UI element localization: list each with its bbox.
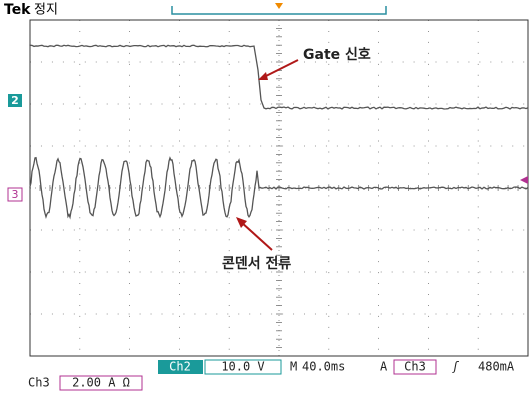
ch3-scale: 2.00 A Ω [72,376,130,390]
ch2-label: Ch2 [169,360,191,374]
ch2-marker: 2 [11,94,19,107]
ch2-scale: 10.0 V [221,360,264,374]
background [0,0,531,393]
ch3-label: Ch3 [28,376,50,390]
acq-state: 정지 [34,3,58,18]
time-prefix: M [290,360,297,374]
trigger-channel: Ch3 [404,360,426,374]
trigger-prefix: A [380,360,388,374]
brand: Tek [4,2,31,18]
scope-screen: Tek 정지 2 3 Gate 신호 콘덴서 전류 Ch2 10.0 V M 4… [0,0,531,393]
time-scale: 40.0ms [302,360,345,374]
trigger-level: 480mA [478,360,515,374]
gate-label: Gate 신호 [303,47,371,63]
ch3-marker: 3 [12,188,19,201]
current-label: 콘덴서 전류 [222,255,291,272]
trigger-slope: ʃ [452,360,459,374]
